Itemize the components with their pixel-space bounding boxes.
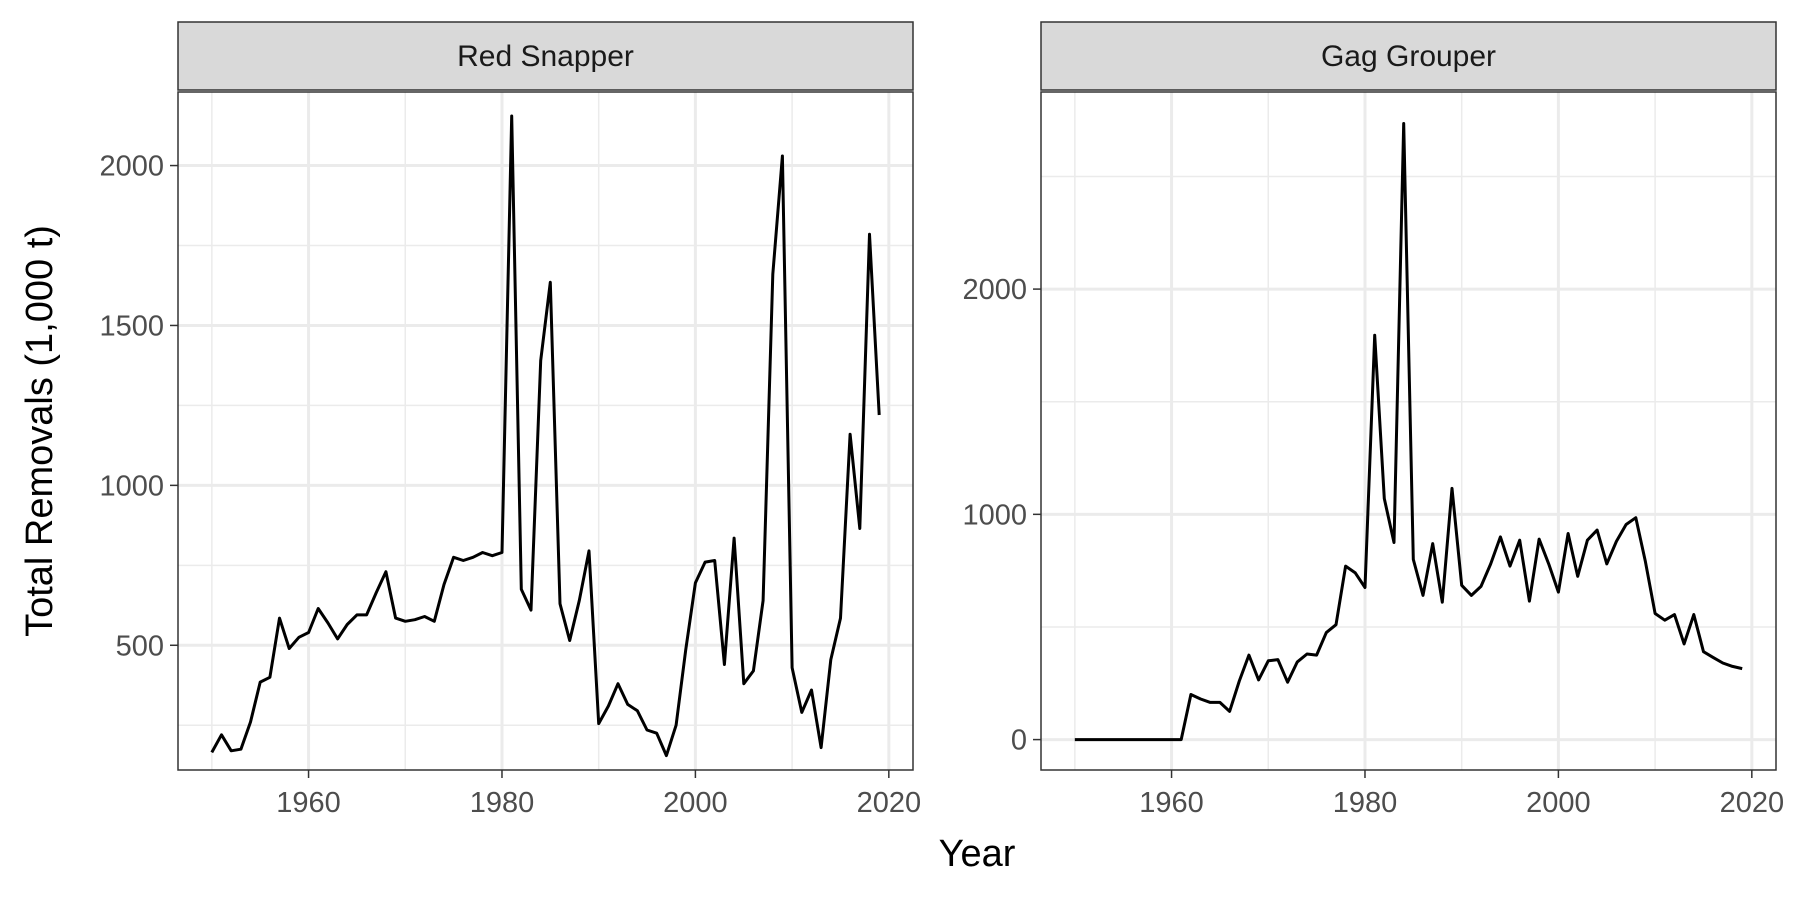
strip-background xyxy=(1040,21,1777,91)
y-tick-label: 2000 xyxy=(99,151,164,183)
x-tick-label: 1980 xyxy=(1333,787,1398,819)
panel-title: Gag Grouper xyxy=(1321,40,1496,73)
panel-title: Red Snapper xyxy=(457,40,634,73)
x-tick-label: 2020 xyxy=(1720,787,1785,819)
plot-border xyxy=(1040,91,1777,771)
series-group xyxy=(210,114,881,758)
strip-background xyxy=(177,21,914,91)
series-group xyxy=(1074,122,1743,742)
x-tick-label: 2000 xyxy=(663,787,728,819)
y-tick-label: 0 xyxy=(1011,725,1027,757)
y-axis-title: Total Removals (1,000 t) xyxy=(19,225,61,637)
x-axis-title: Year xyxy=(939,833,1016,875)
x-tick-label: 1960 xyxy=(1139,787,1204,819)
plot-area xyxy=(1041,92,1776,770)
y-tick-label: 1000 xyxy=(962,499,1027,531)
y-tick-label: 1500 xyxy=(99,310,164,342)
panel-gag-grouper: Gag Grouper 1960 1980 2000 2020 0 1000 2000 xyxy=(962,21,1784,819)
panel-red-snapper: Red Snapper 1960 1980 2000 2020 500 1000 1500 2… xyxy=(99,21,921,819)
x-tick-label: 1980 xyxy=(470,787,535,819)
series-line xyxy=(1074,122,1743,742)
y-tick-label: 500 xyxy=(116,630,164,662)
plot-border xyxy=(177,91,914,771)
x-tick-label: 2020 xyxy=(857,787,922,819)
axis-ticks: 1960 1980 2000 2020 500 1000 1500 2000 xyxy=(99,151,921,819)
x-tick-label: 1960 xyxy=(276,787,341,819)
series-line xyxy=(210,114,881,758)
y-tick-label: 1000 xyxy=(99,470,164,502)
y-tick-label: 2000 xyxy=(962,274,1027,306)
x-tick-label: 2000 xyxy=(1526,787,1591,819)
plot-area xyxy=(178,92,913,770)
axis-ticks: 1960 1980 2000 2020 0 1000 2000 xyxy=(962,274,1784,819)
